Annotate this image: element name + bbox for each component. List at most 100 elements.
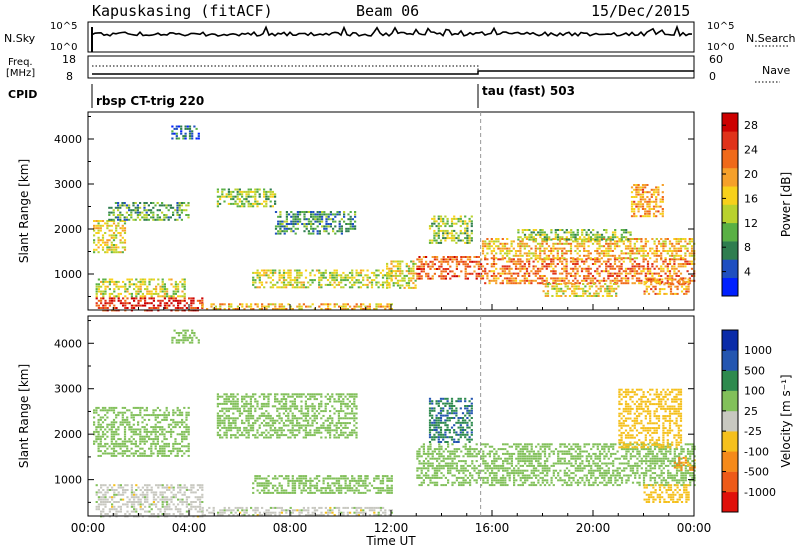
echo-cell [351, 274, 354, 277]
echo-cell [388, 272, 391, 275]
echo-cell [183, 421, 186, 424]
echo-cell [606, 290, 609, 293]
echo-cell [139, 206, 142, 209]
echo-cell [554, 229, 557, 231]
echo-cell [285, 225, 288, 228]
echo-cell [232, 422, 235, 425]
echo-cell [177, 302, 180, 305]
echo-cell [256, 402, 259, 405]
echo-cell [232, 202, 235, 205]
echo-cell [325, 218, 328, 221]
echo-cell [126, 454, 129, 457]
echo-cell [687, 290, 690, 293]
echo-cell [528, 236, 531, 239]
echo-cell [134, 450, 137, 453]
echo-cell [663, 288, 666, 291]
echo-cell [589, 240, 592, 243]
echo-cell [126, 416, 129, 419]
echo-cell [412, 267, 415, 270]
echo-cell [234, 424, 237, 427]
echo-cell [187, 204, 190, 207]
echo-cell [648, 200, 651, 203]
echo-cell [645, 280, 648, 283]
echo-cell [232, 308, 235, 310]
echo-cell [556, 258, 559, 261]
echo-cell [335, 271, 338, 274]
echo-cell [181, 411, 184, 414]
echo-cell [659, 198, 662, 201]
echo-cell [219, 424, 222, 427]
echo-cell [640, 238, 643, 240]
velocity-echo-region-1 [171, 329, 200, 344]
echo-cell [163, 290, 166, 293]
echo-cell [176, 454, 179, 457]
echo-cell [274, 429, 277, 432]
echo-cell [578, 242, 581, 245]
echo-cell [241, 195, 244, 198]
echo-cell [616, 240, 619, 243]
echo-cell [132, 209, 135, 212]
echo-cell [110, 423, 113, 426]
colorbar-swatch [722, 241, 738, 260]
echo-cell [442, 277, 445, 280]
echo-cell [425, 260, 428, 263]
echo-cell [580, 267, 584, 270]
echo-cell [444, 237, 447, 240]
echo-cell [682, 265, 685, 268]
echo-cell [353, 511, 356, 514]
echo-cell [654, 292, 657, 295]
echo-cell [519, 245, 522, 248]
echo-cell [167, 430, 170, 433]
echo-cell [501, 242, 504, 245]
echo-cell [684, 240, 687, 243]
echo-cell [194, 501, 197, 503]
echo-cell [223, 424, 226, 427]
echo-cell [349, 511, 352, 514]
echo-cell [440, 272, 443, 275]
echo-cell [484, 282, 487, 285]
echo-cell [589, 257, 592, 260]
echo-cell [194, 505, 197, 508]
echo-cell [638, 272, 641, 275]
echo-cell [148, 290, 151, 293]
echo-cell [166, 505, 169, 508]
echo-cell [603, 236, 606, 239]
echo-cell [512, 240, 515, 243]
echo-cell [186, 336, 189, 339]
echo-cell [173, 127, 176, 130]
echo-cell [357, 506, 360, 509]
colorbar-swatch [722, 277, 738, 297]
echo-cell [514, 265, 518, 268]
echo-cell [152, 513, 155, 515]
echo-cell [377, 269, 380, 272]
echo-cell [296, 279, 299, 282]
echo-cell [219, 417, 222, 420]
echo-cell [449, 258, 452, 261]
echo-cell [594, 277, 597, 280]
echo-cell [528, 233, 531, 236]
echo-cell [296, 227, 299, 230]
echo-cell [137, 406, 140, 409]
echo-cell [124, 295, 127, 298]
echo-cell [622, 257, 625, 260]
echo-cell [303, 230, 306, 233]
echo-cell [267, 190, 270, 193]
echo-cell [519, 240, 522, 243]
echo-cell [278, 271, 281, 274]
echo-cell [223, 393, 226, 396]
echo-cell [470, 215, 473, 218]
echo-cell [296, 393, 299, 396]
echo-cell [201, 514, 204, 517]
echo-cell [137, 445, 140, 448]
echo-cell [630, 196, 634, 198]
echo-cell [134, 202, 137, 204]
echo-cell [177, 304, 180, 307]
echo-cell [122, 493, 125, 496]
echo-cell [530, 233, 533, 236]
echo-cell [690, 260, 694, 263]
echo-cell [534, 254, 537, 257]
echo-cell [596, 233, 599, 236]
echo-cell [598, 282, 601, 285]
echo-cell [412, 277, 415, 280]
echo-cell [488, 240, 491, 243]
